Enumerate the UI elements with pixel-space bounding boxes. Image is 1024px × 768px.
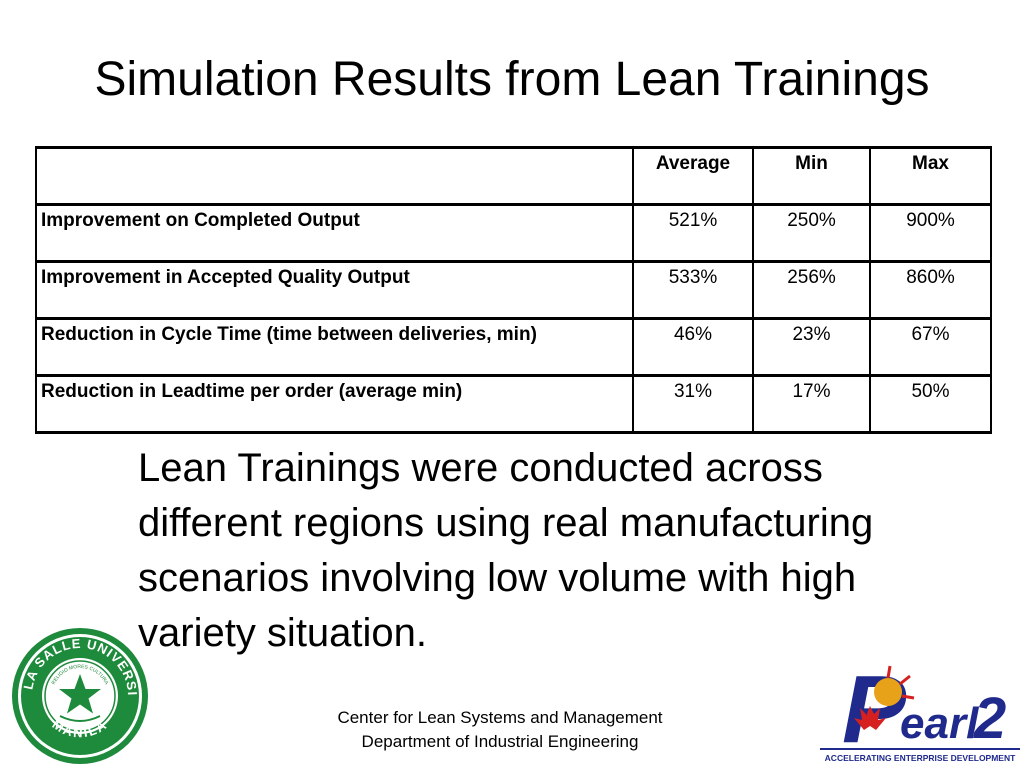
cell-min: 17% (752, 374, 871, 434)
cell-max: 50% (869, 374, 992, 434)
row-label: Improvement on Completed Output (35, 203, 634, 263)
pearl2-logo: P earl 2 ACCELERATING ENTERPRISE DEVELOP… (820, 656, 1020, 763)
cell-min: 256% (752, 260, 871, 320)
pearl-wordmark-number: 2 (973, 686, 1006, 751)
cell-average: 533% (632, 260, 754, 320)
pearl-wordmark: earl (900, 699, 979, 748)
table-row: Reduction in Leadtime per order (average… (35, 374, 992, 434)
dlsu-seal-bottom-text: MANILA (50, 716, 111, 740)
pearl-tagline: ACCELERATING ENTERPRISE DEVELOPMENT (825, 753, 1016, 763)
cell-max: 67% (869, 317, 992, 377)
cell-min: 250% (752, 203, 871, 263)
cell-max: 900% (869, 203, 992, 263)
header-cell-min: Min (752, 146, 871, 206)
results-table: Average Min Max Improvement on Completed… (35, 146, 992, 434)
cell-average: 521% (632, 203, 754, 263)
footer: Center for Lean Systems and Management D… (300, 706, 700, 754)
table-row: Reduction in Cycle Time (time between de… (35, 317, 992, 377)
maple-leaf-icon (854, 706, 886, 730)
header-cell-max: Max (869, 146, 992, 206)
cell-max: 860% (869, 260, 992, 320)
body-paragraph: Lean Trainings were conducted across dif… (138, 446, 874, 655)
row-label: Reduction in Cycle Time (time between de… (35, 317, 634, 377)
header-cell-empty (35, 146, 634, 206)
cell-average: 46% (632, 317, 754, 377)
cell-average: 31% (632, 374, 754, 434)
pearl-initial-letter: P (842, 656, 907, 763)
header-cell-average: Average (632, 146, 754, 206)
table-header-row: Average Min Max (35, 146, 992, 206)
dlsu-seal-logo: DE LA SALLE UNIVERSITY MANILA RELIGIO MO… (10, 626, 148, 764)
footer-line-center: Center for Lean Systems and Management (337, 708, 663, 727)
row-label: Improvement in Accepted Quality Output (35, 260, 634, 320)
table-row: Improvement in Accepted Quality Output 5… (35, 260, 992, 320)
cell-min: 23% (752, 317, 871, 377)
table-row: Improvement on Completed Output 521% 250… (35, 203, 992, 263)
star-icon (59, 674, 101, 714)
row-label: Reduction in Leadtime per order (average… (35, 374, 634, 434)
footer-line-department: Department of Industrial Engineering (361, 732, 639, 751)
slide-title: Simulation Results from Lean Trainings (94, 53, 930, 106)
